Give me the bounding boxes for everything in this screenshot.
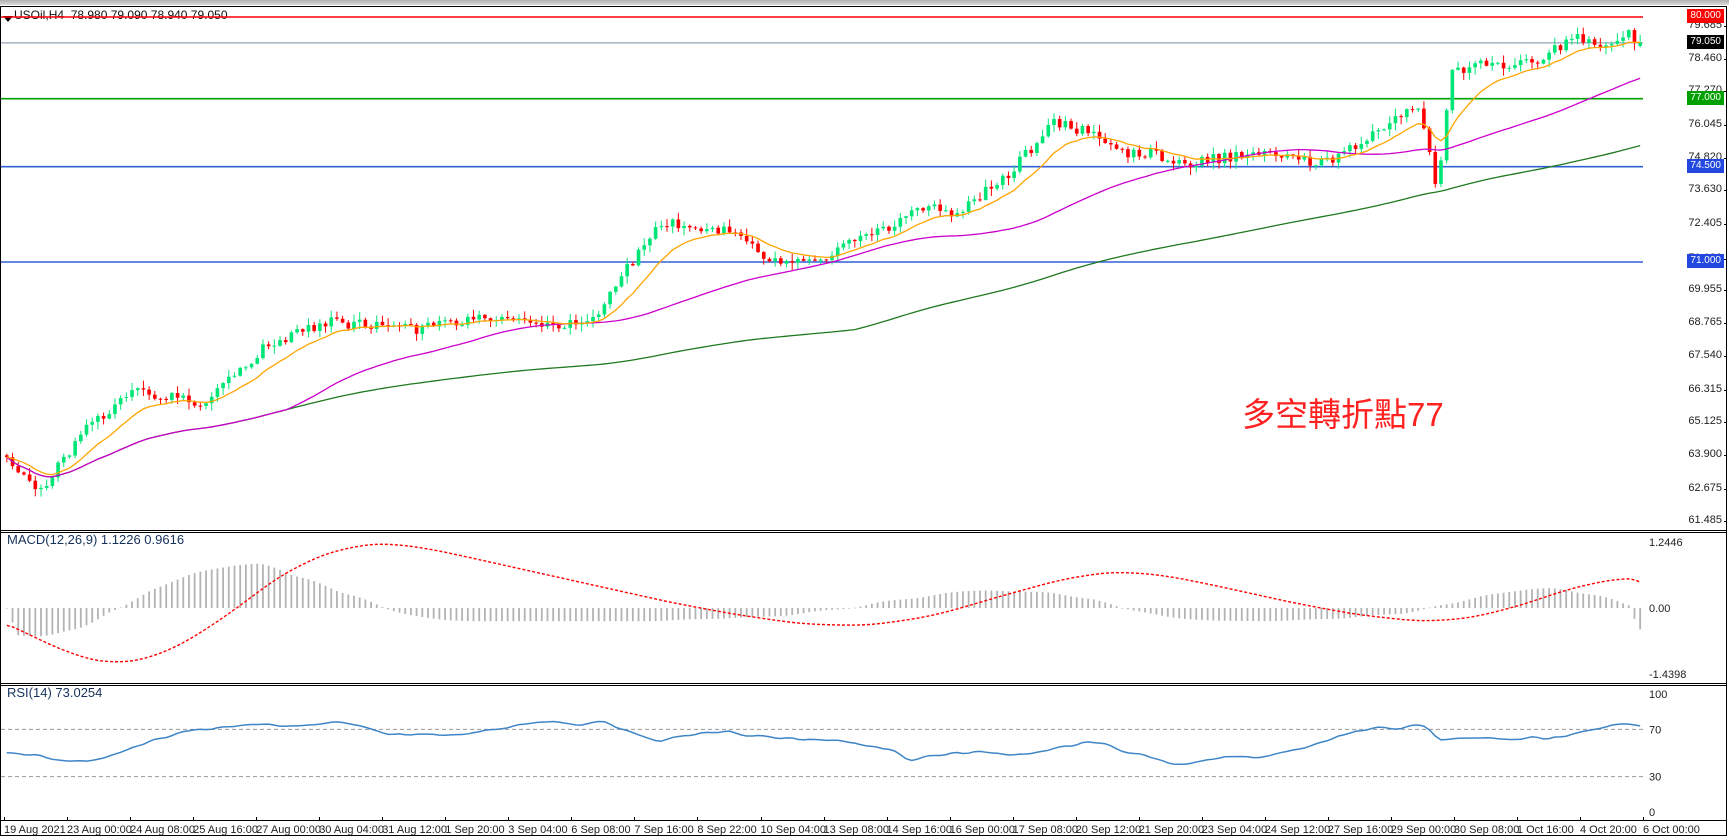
svg-text:1.2446: 1.2446 bbox=[1649, 537, 1683, 549]
svg-text:0: 0 bbox=[1649, 807, 1655, 819]
svg-text:70: 70 bbox=[1649, 724, 1661, 736]
svg-text:MACD(12,26,9) 1.1226 0.9616: MACD(12,26,9) 1.1226 0.9616 bbox=[7, 533, 184, 547]
svg-text:30: 30 bbox=[1649, 772, 1661, 784]
svg-text:-1.4398: -1.4398 bbox=[1649, 669, 1686, 681]
svg-text:RSI(14) 73.0254: RSI(14) 73.0254 bbox=[7, 686, 102, 700]
svg-text:0.00: 0.00 bbox=[1649, 603, 1670, 615]
svg-text:100: 100 bbox=[1649, 689, 1667, 701]
